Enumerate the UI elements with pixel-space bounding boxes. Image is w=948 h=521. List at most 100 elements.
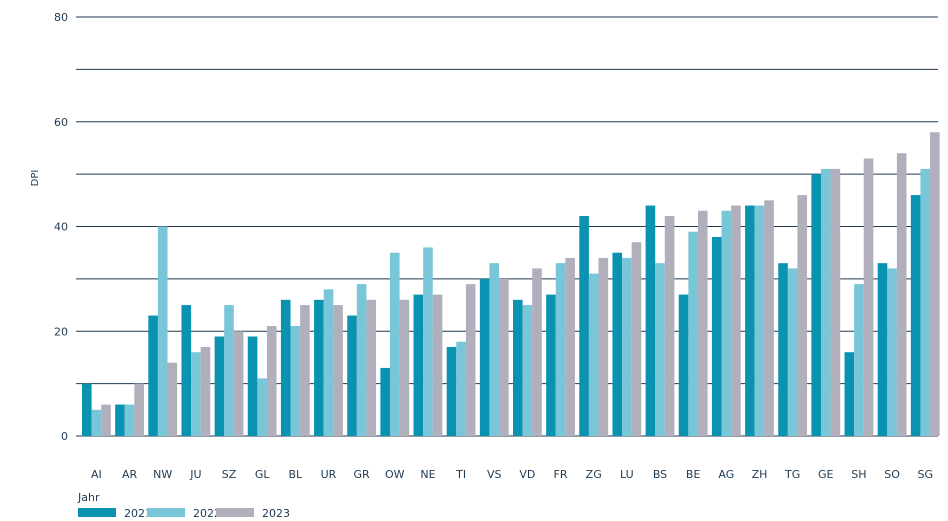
bar-GE-2023 (830, 168, 841, 436)
x-tick-label: GR (354, 468, 371, 481)
y-axis-label: DPI (30, 170, 41, 187)
bar-BE-2023 (697, 210, 708, 436)
legend-swatch-2023 (216, 508, 254, 517)
bar-JU-2022 (191, 352, 201, 436)
bar-TG-2022 (787, 268, 798, 436)
bar-SO-2023 (896, 153, 907, 437)
x-tick-label: ZG (586, 468, 602, 481)
x-tick-label: TI (455, 468, 466, 481)
x-tick-label: NE (420, 468, 435, 481)
bar-FR-2022 (555, 263, 566, 436)
bar-SG-2023 (930, 132, 940, 436)
bar-FR-2023 (565, 257, 575, 436)
bar-JU-2023 (200, 346, 211, 436)
bar-ZH-2022 (754, 205, 765, 436)
bar-TG-2023 (797, 195, 808, 436)
bar-ZG-2022 (588, 273, 599, 436)
bar-FR-2021 (546, 294, 556, 436)
bar-ZH-2023 (764, 200, 774, 436)
x-tick-label: ZH (752, 468, 768, 481)
bar-GR-2021 (347, 315, 357, 436)
x-tick-label: GL (255, 468, 271, 481)
legend-swatch-2021 (78, 508, 116, 517)
x-tick-label: BE (686, 468, 701, 481)
x-tick-label: SO (884, 468, 900, 481)
legend-label-2022: 2022 (193, 507, 221, 520)
bar-NW-2021 (148, 315, 158, 436)
bar-NW-2023 (167, 362, 178, 436)
bar-LU-2022 (622, 257, 632, 436)
bar-BL-2021 (280, 299, 291, 436)
bar-GL-2021 (247, 336, 258, 436)
bar-LU-2023 (631, 242, 642, 436)
bar-UR-2021 (314, 299, 324, 436)
bars (82, 132, 940, 437)
y-tick-label: 80 (54, 11, 68, 24)
x-tick-label: SH (851, 468, 866, 481)
bar-VS-2022 (489, 263, 500, 436)
x-tick-label: UR (321, 468, 337, 481)
bar-SH-2021 (844, 352, 855, 436)
bar-AG-2022 (721, 210, 732, 436)
bar-SO-2021 (877, 263, 888, 436)
x-tick-label: OW (385, 468, 405, 481)
bar-AG-2023 (731, 205, 741, 436)
bar-TG-2021 (778, 263, 788, 436)
bar-SG-2021 (910, 195, 921, 436)
bar-SZ-2022 (224, 305, 234, 436)
bar-OW-2021 (380, 367, 390, 436)
bar-UR-2022 (323, 289, 334, 436)
bar-AR-2023 (134, 383, 144, 436)
bar-SG-2022 (920, 168, 931, 436)
bar-SZ-2023 (233, 331, 244, 436)
x-tick-label: JU (189, 468, 201, 481)
bar-NE-2022 (423, 247, 433, 436)
bar-SH-2023 (863, 158, 874, 436)
legend-label-2023: 2023 (262, 507, 290, 520)
bar-ZG-2023 (598, 257, 609, 436)
bar-AI-2022 (91, 409, 102, 436)
y-tick-labels: 0 20 40 60 80 (54, 11, 68, 443)
legend-label-2021: 2021 (124, 507, 152, 520)
bar-SZ-2021 (214, 336, 225, 436)
bar-BL-2023 (300, 305, 310, 436)
x-tick-label: AG (718, 468, 734, 481)
bar-TI-2022 (456, 341, 466, 436)
x-tick-label: VS (487, 468, 502, 481)
bar-BL-2022 (290, 326, 301, 436)
bar-VD-2023 (532, 268, 542, 436)
bar-SO-2022 (887, 268, 897, 436)
x-tick-label: BL (288, 468, 303, 481)
bar-SH-2022 (854, 284, 864, 436)
legend-title: Jahr (77, 491, 100, 504)
bar-TI-2021 (446, 346, 457, 436)
x-tick-label: VD (519, 468, 535, 481)
x-tick-label: SG (917, 468, 933, 481)
x-tick-label: AR (122, 468, 138, 481)
bar-BS-2023 (664, 216, 675, 436)
bar-AR-2021 (115, 404, 125, 436)
bar-VD-2021 (513, 299, 523, 436)
bar-BS-2022 (655, 263, 665, 436)
bar-VD-2022 (522, 305, 533, 436)
bar-VS-2023 (499, 278, 509, 436)
bar-BS-2021 (645, 205, 656, 436)
y-tick-label: 0 (61, 430, 68, 443)
bar-GE-2021 (811, 174, 821, 436)
bar-LU-2021 (612, 252, 623, 436)
x-tick-label: BS (653, 468, 667, 481)
bar-AI-2023 (101, 404, 111, 436)
bar-AG-2021 (711, 236, 722, 436)
y-tick-label: 40 (54, 221, 68, 234)
bar-OW-2022 (389, 252, 400, 436)
bar-VS-2021 (479, 278, 490, 436)
x-tick-label: FR (554, 468, 568, 481)
bar-GL-2022 (257, 378, 267, 436)
x-tick-label: SZ (222, 468, 237, 481)
bar-BE-2021 (678, 294, 689, 436)
bar-BE-2022 (688, 231, 698, 436)
bar-AI-2021 (82, 383, 92, 436)
bar-GR-2023 (366, 299, 377, 436)
bar-ZG-2021 (579, 216, 589, 436)
